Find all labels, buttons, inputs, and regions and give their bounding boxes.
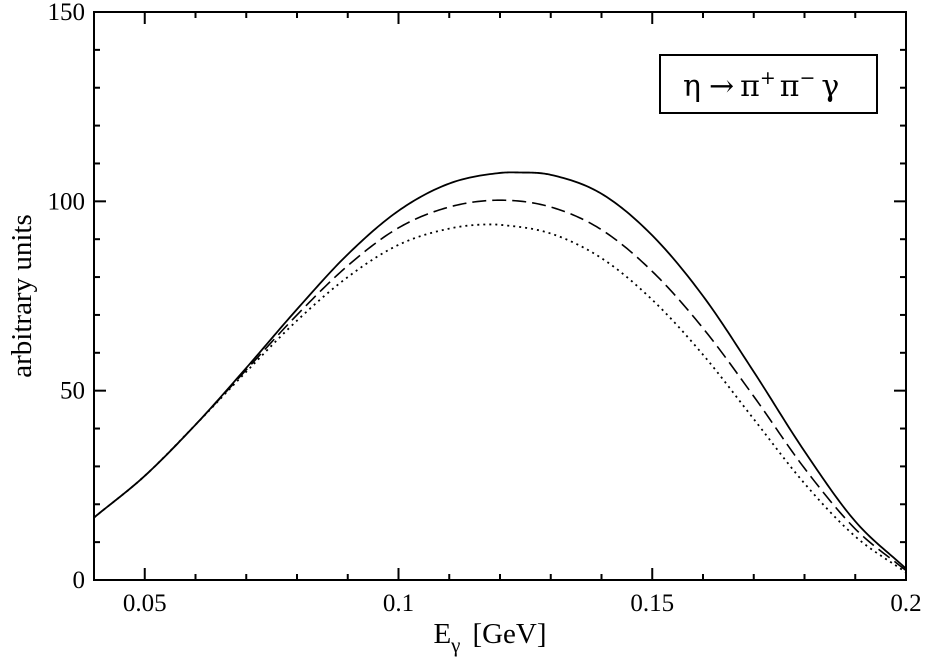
y-tick-label: 100 xyxy=(48,188,86,215)
x-axis-title-symbol: E xyxy=(433,618,451,650)
series-line-solid xyxy=(93,171,907,570)
x-tick-label: 0.15 xyxy=(630,590,674,617)
legend-minus: − xyxy=(799,67,815,89)
series-line-dashed xyxy=(93,199,907,572)
x-axis-title-subscript: γ xyxy=(450,633,460,657)
legend-pi-minus: π xyxy=(780,69,800,104)
y-axis-title: arbitrary units xyxy=(6,214,38,377)
x-tick-label: 0.05 xyxy=(123,590,167,617)
x-axis-ticks: 0.05 0.1 0.15 0.2 xyxy=(93,12,922,617)
plot-frame xyxy=(93,11,907,581)
legend: η → π+ π− γ xyxy=(659,54,878,114)
legend-label: η → π+ π− γ xyxy=(683,67,839,104)
series-layer xyxy=(93,171,907,574)
x-tick-label: 0.1 xyxy=(383,590,414,617)
y-tick-label: 0 xyxy=(73,567,86,594)
legend-eta: η xyxy=(683,69,701,104)
y-tick-label: 50 xyxy=(60,378,85,405)
legend-arrow: → xyxy=(709,69,734,104)
x-axis-title: Eγ [GeV] xyxy=(433,618,546,657)
legend-pi-plus: π xyxy=(740,69,760,104)
x-axis-title-unit: [GeV] xyxy=(472,618,546,650)
series-line-dotted xyxy=(93,223,907,574)
legend-box xyxy=(659,54,878,114)
legend-plus: + xyxy=(760,67,776,89)
y-tick-label: 150 xyxy=(48,0,86,26)
x-tick-label: 0.2 xyxy=(890,590,921,617)
legend-gamma: γ xyxy=(821,69,839,104)
